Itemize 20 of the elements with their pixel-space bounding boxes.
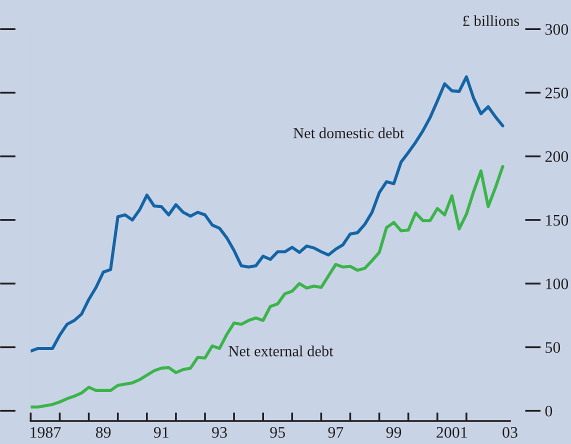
- line-series: [30, 164, 504, 409]
- y-tick-label: 150: [546, 214, 568, 226]
- x-tick-label: 99: [386, 427, 402, 438]
- x-tick-label: 03: [502, 427, 518, 438]
- y-tick-label: 0: [545, 406, 552, 417]
- series-label: Net external debt: [228, 346, 334, 356]
- x-tick-label: 1987: [30, 427, 61, 438]
- x-tick-label: 95: [270, 427, 285, 438]
- y-tick-label: 100: [546, 278, 568, 290]
- y-tick-label: 50: [546, 342, 560, 353]
- y-axis-title: £ billions: [463, 15, 520, 26]
- y-tick-label: 250: [545, 88, 568, 98]
- x-tick-label: 89: [96, 427, 111, 438]
- series-label: Net domestic debt: [293, 128, 404, 138]
- y-tick-label: 300: [545, 24, 568, 35]
- x-tick-label: 93: [212, 427, 227, 438]
- y-tick-label: 200: [545, 151, 568, 162]
- x-tick-label: 97: [328, 427, 344, 438]
- x-tick-label: 2001: [436, 427, 467, 438]
- x-tick-label: 91: [154, 427, 168, 438]
